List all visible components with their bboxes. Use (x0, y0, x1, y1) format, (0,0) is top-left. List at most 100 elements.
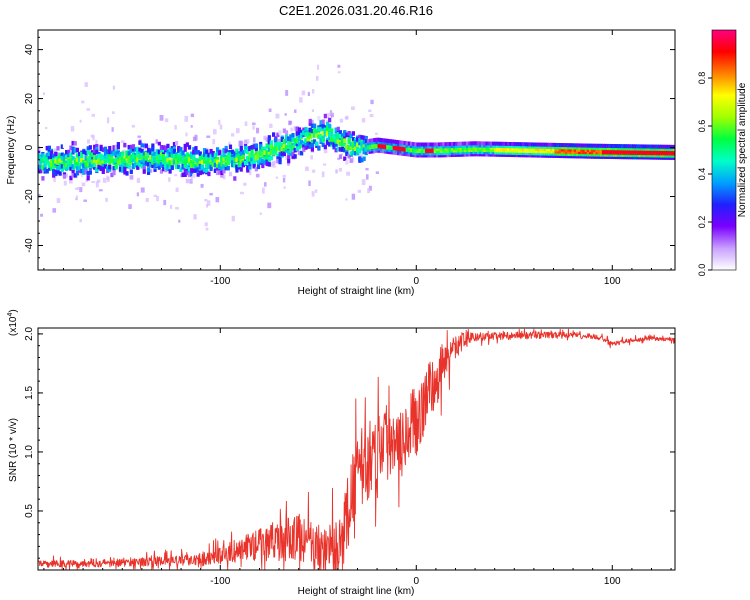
heatmap-cell (582, 150, 586, 155)
heatmap-cell (670, 155, 675, 160)
heatmap-cell (502, 141, 506, 146)
heatmap-cell (243, 142, 248, 147)
heatmap-cell (308, 144, 312, 149)
heatmap-cell (192, 157, 196, 163)
heatmap-cell (612, 150, 616, 155)
heatmap-cell (295, 143, 299, 149)
heatmap-cell (140, 155, 144, 160)
heatmap-cell (153, 151, 157, 157)
heatmap-speck (223, 174, 226, 180)
heatmap-cell (373, 146, 377, 151)
heatmap-cell (110, 172, 114, 178)
heatmap-cell (636, 153, 640, 158)
heatmap-cell (478, 141, 483, 146)
heatmap-speck (175, 207, 179, 210)
heatmap-cell (261, 147, 265, 153)
heatmap-cell (448, 144, 452, 149)
heatmap-cell (166, 149, 170, 154)
heatmap-cell (416, 146, 420, 151)
heatmap-cell (565, 151, 569, 156)
heatmap-cell (291, 151, 295, 157)
heatmap-cell (82, 163, 86, 168)
heatmap-cell (483, 145, 487, 150)
heatmap-cell (235, 165, 239, 171)
heatmap-cell (591, 143, 595, 148)
heatmap-cell (450, 150, 455, 155)
heatmap-cell (567, 147, 571, 152)
heatmap-speck (337, 157, 341, 160)
heatmap-cell (543, 153, 547, 158)
heatmap-cell (239, 147, 243, 153)
heatmap-cell (170, 149, 174, 155)
heatmap-cell (246, 168, 250, 173)
heatmap-cell (466, 145, 470, 150)
heatmap-cell (261, 163, 265, 169)
heatmap-cell (412, 150, 416, 155)
heatmap-cell (211, 143, 215, 149)
heatmap-cell (233, 151, 237, 156)
heatmap-cell (463, 143, 468, 148)
heatmap-cell (194, 157, 198, 163)
heatmap-cell (121, 168, 125, 173)
heatmap-cell (353, 146, 358, 152)
heatmap-cell (138, 154, 142, 160)
heatmap-cell (49, 150, 54, 155)
heatmap-cell (369, 140, 373, 145)
heatmap-cell (60, 144, 64, 149)
heatmap-cell (248, 158, 252, 164)
heatmap-cell (239, 167, 243, 172)
heatmap-cell (153, 167, 157, 172)
heatmap-cell (552, 149, 556, 154)
heatmap-speck (335, 169, 338, 174)
heatmap-cell (571, 143, 575, 148)
heatmap-cell (97, 161, 101, 167)
heatmap-cell (556, 147, 560, 152)
heatmap-cell (388, 147, 392, 152)
heatmap-cell (591, 154, 595, 159)
heatmap-cell (47, 145, 51, 151)
heatmap-cell (205, 156, 209, 162)
heatmap-cell (616, 155, 621, 160)
heatmap-cell (41, 158, 45, 164)
heatmap-cell (612, 148, 616, 153)
heatmap-cell (222, 156, 226, 162)
heatmap-speck (337, 143, 341, 147)
heatmap-cell (375, 146, 379, 151)
heatmap-cell (418, 149, 422, 154)
heatmap-cell (474, 141, 478, 146)
heatmap-cell (71, 150, 75, 155)
heatmap-cell (362, 156, 366, 161)
heatmap-cell (444, 146, 448, 151)
heatmap-cell (386, 141, 390, 146)
heatmap-cell (502, 150, 506, 155)
heatmap-cell (616, 146, 621, 151)
heatmap-cell (640, 155, 644, 160)
heatmap-cell (297, 130, 302, 136)
heatmap-speck (272, 165, 276, 168)
heatmap-cell (349, 133, 353, 139)
heatmap-cell (668, 151, 672, 156)
heatmap-cell (619, 146, 623, 151)
heatmap-speck (204, 222, 208, 227)
heatmap-cell (112, 165, 116, 171)
heatmap-cell (369, 143, 373, 148)
heatmap-cell (177, 157, 181, 163)
heatmap-cell (494, 150, 498, 155)
heatmap-cell (45, 160, 49, 165)
heatmap-cell (524, 151, 528, 156)
heatmap-cell (485, 145, 489, 150)
heatmap-cell (116, 151, 120, 156)
heatmap-cell (604, 148, 608, 153)
heatmap-cell (647, 146, 651, 151)
heatmap-cell (220, 170, 224, 176)
heatmap-cell (664, 149, 668, 154)
heatmap-cell (420, 149, 424, 154)
heatmap-cell (312, 123, 317, 129)
heatmap-cell (371, 149, 375, 154)
heatmap-cell (209, 161, 213, 167)
heatmap-cell (179, 151, 183, 156)
heatmap-cell (278, 141, 282, 147)
heatmap-cell (580, 152, 584, 157)
heatmap-cell (259, 148, 263, 154)
heatmap-cell (386, 147, 390, 152)
